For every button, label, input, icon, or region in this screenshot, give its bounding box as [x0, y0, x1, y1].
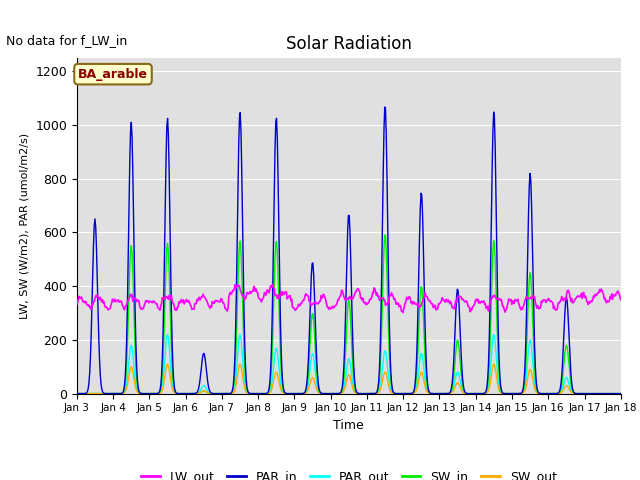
X-axis label: Time: Time: [333, 419, 364, 432]
Y-axis label: LW, SW (W/m2), PAR (umol/m2/s): LW, SW (W/m2), PAR (umol/m2/s): [20, 132, 29, 319]
Title: Solar Radiation: Solar Radiation: [286, 35, 412, 53]
Text: No data for f_LW_in: No data for f_LW_in: [6, 34, 127, 47]
Text: BA_arable: BA_arable: [78, 68, 148, 81]
Legend: LW_out, PAR_in, PAR_out, SW_in, SW_out: LW_out, PAR_in, PAR_out, SW_in, SW_out: [136, 465, 562, 480]
